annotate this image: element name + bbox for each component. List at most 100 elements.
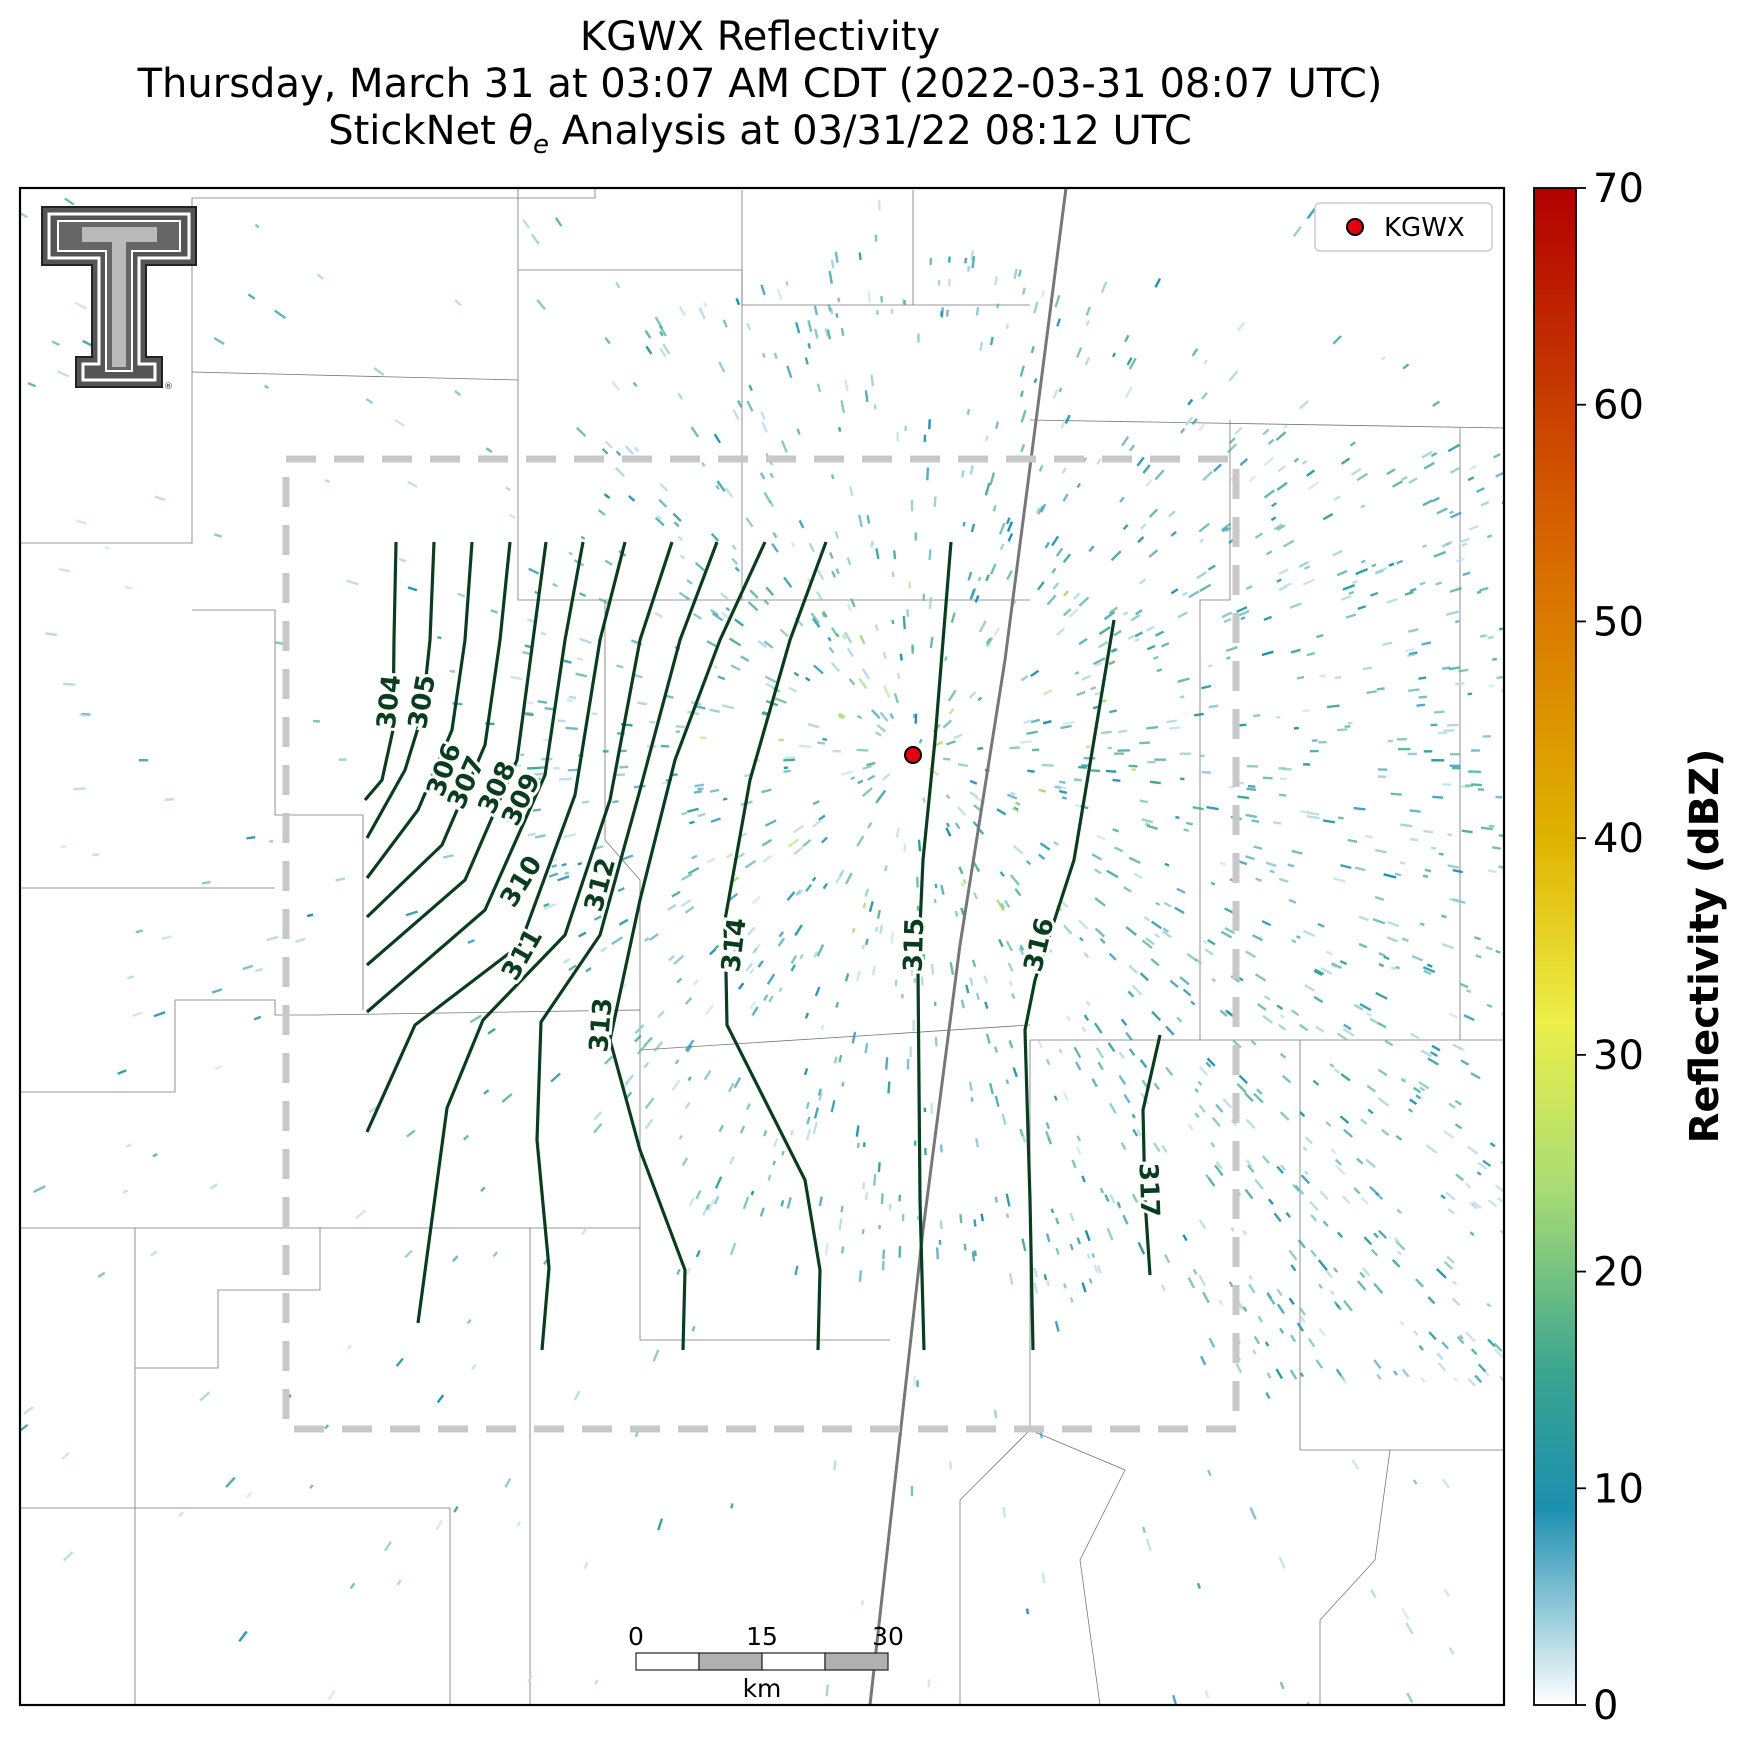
echo-pixel: [1150, 958, 1160, 967]
echo-pixel: [209, 1183, 218, 1190]
echo-pixel: [881, 772, 891, 781]
echo-pixel: [1433, 710, 1445, 714]
echo-pixel: [877, 199, 881, 211]
echo-pixel: [1360, 1196, 1369, 1205]
echo-pixel: [1322, 512, 1334, 521]
echo-pixel: [1412, 1086, 1422, 1094]
scale-bar: 0 15 30 km: [628, 1622, 904, 1703]
echo-pixel: [1251, 819, 1260, 823]
echo-pixel: [1447, 1208, 1455, 1215]
echo-pixel: [138, 758, 149, 762]
echo-pixel: [1258, 935, 1264, 940]
echo-pixel: [487, 1027, 496, 1035]
echo-pixel: [527, 701, 534, 705]
echo-pixel: [1225, 646, 1238, 653]
echo-pixel: [1318, 740, 1327, 744]
echo-pixel: [1392, 1370, 1399, 1376]
echo-pixel: [988, 1082, 994, 1095]
contour-304: [363, 541, 398, 802]
echo-pixel: [1006, 521, 1014, 533]
echo-pixel: [1100, 281, 1108, 294]
echo-pixel: [1452, 1280, 1458, 1286]
echo-pixel: [969, 465, 974, 475]
echo-pixel: [1170, 530, 1177, 537]
echo-pixel: [1170, 588, 1179, 595]
echo-pixel: [934, 1036, 938, 1047]
echo-pixel: [686, 1044, 693, 1053]
echo-pixel: [1033, 378, 1038, 384]
echo-pixel: [1026, 730, 1038, 736]
echo-pixel: [550, 1072, 561, 1083]
echo-pixel: [1054, 294, 1061, 308]
scale-segment: [761, 1652, 826, 1671]
echo-pixel: [1161, 1144, 1168, 1153]
echo-pixel: [1407, 1108, 1414, 1113]
echo-pixel: [1449, 466, 1460, 474]
echo-pixel: [1454, 1099, 1463, 1106]
echo-pixel: [644, 329, 652, 339]
echo-pixel: [1477, 1363, 1487, 1373]
echo-pixel: [306, 913, 314, 918]
echo-pixel: [1224, 907, 1235, 915]
echo-pixel: [593, 845, 604, 851]
echo-pixel: [1468, 464, 1477, 471]
echo-pixel: [1058, 387, 1063, 393]
echo-pixel: [724, 487, 734, 499]
echo-pixel: [1252, 1092, 1264, 1104]
echo-pixel: [1061, 901, 1069, 909]
echo-pixel: [1447, 864, 1460, 869]
echo-pixel: [1395, 1240, 1406, 1251]
echo-pixel: [856, 1142, 860, 1148]
echo-pixel: [1191, 418, 1198, 426]
echo-pixel: [1340, 594, 1352, 601]
echo-pixel: [778, 987, 783, 993]
echo-pixel: [838, 1218, 843, 1231]
echo-pixel: [471, 1364, 477, 1371]
echo-pixel: [1154, 932, 1161, 939]
echo-pixel: [778, 738, 785, 742]
echo-pixel: [1226, 443, 1238, 454]
echo-pixel: [628, 494, 636, 502]
echo-pixel: [516, 1521, 522, 1527]
echo-pixel: [983, 975, 989, 984]
echo-pixel: [1253, 1335, 1261, 1345]
echo-pixel: [1266, 1291, 1273, 1299]
echo-pixel: [790, 541, 796, 548]
echo-pixel: [602, 750, 609, 753]
echo-pixel: [1025, 860, 1032, 866]
echo-pixel: [505, 486, 511, 492]
echo-pixel: [1261, 920, 1272, 927]
echo-pixel: [1038, 465, 1044, 472]
echo-pixel: [1288, 1249, 1298, 1261]
echo-pixel: [996, 899, 1005, 912]
echo-pixel: [967, 266, 971, 272]
echo-pixel: [1431, 496, 1440, 503]
echo-pixel: [1269, 869, 1275, 874]
echo-pixel: [1185, 416, 1194, 426]
echo-pixel: [1285, 1211, 1291, 1218]
echo-pixel: [1355, 567, 1369, 576]
echo-pixel: [1408, 628, 1419, 633]
echo-pixel: [539, 766, 546, 769]
echo-pixel: [732, 409, 740, 421]
echo-pixel: [273, 309, 287, 320]
echo-pixel: [960, 999, 965, 1009]
echo-pixel: [939, 1220, 943, 1230]
echo-pixel: [1228, 437, 1236, 445]
echo-pixel: [722, 319, 728, 328]
echo-pixel: [764, 675, 777, 684]
echo-pixel: [442, 854, 454, 859]
echo-pixel: [830, 661, 841, 672]
echo-pixel: [1276, 578, 1282, 583]
echo-pixel: [490, 609, 498, 614]
echo-pixel: [1495, 795, 1503, 799]
echo-pixel: [684, 997, 693, 1005]
title-line-1: KGWX Reflectivity: [579, 14, 941, 60]
echo-pixel: [1469, 1231, 1475, 1237]
echo-pixel: [1033, 936, 1041, 945]
echo-pixel: [1319, 1190, 1329, 1201]
echo-pixel: [1139, 741, 1151, 745]
echo-pixel: [835, 632, 840, 638]
echo-pixel: [636, 701, 648, 706]
echo-pixel: [1146, 644, 1156, 651]
